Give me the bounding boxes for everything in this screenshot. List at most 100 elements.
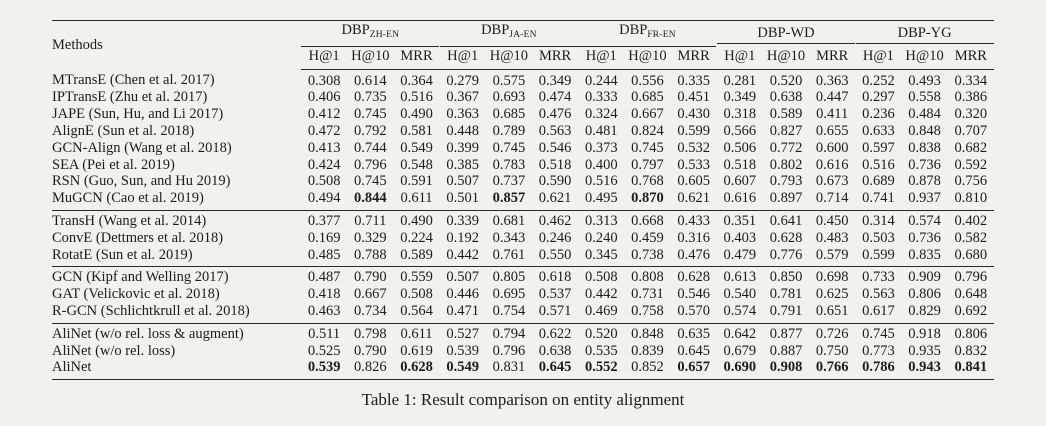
value-cell: 0.403 <box>723 229 757 246</box>
value-cell: 0.756 <box>954 173 988 190</box>
value-cell: 0.711 <box>347 209 394 230</box>
value-cell: 0.399 <box>446 139 480 156</box>
value-cell: 0.668 <box>624 209 671 230</box>
value-cell: 0.622 <box>531 322 579 343</box>
value-cell: 0.738 <box>631 246 664 263</box>
value-cell: 0.772 <box>769 139 803 156</box>
table-row: TransH (Wang et al. 2014) 0.377 0.711 0.490… <box>52 209 994 230</box>
value-cell: 0.690 <box>716 359 763 381</box>
value-cell: 0.781 <box>769 286 803 303</box>
value-cell: 0.549 <box>439 359 486 381</box>
value-cell: 0.377 <box>301 209 348 230</box>
value-cell: 0.236 <box>862 106 895 123</box>
value-cell: 0.412 <box>307 106 341 123</box>
value-cell: 0.878 <box>908 173 941 190</box>
value-cell: 0.546 <box>538 139 572 156</box>
value-cell: 0.754 <box>492 302 526 319</box>
value-cell: 0.563 <box>862 286 895 303</box>
value-cell: 0.520 <box>769 72 803 89</box>
value-cell: 0.638 <box>769 89 803 106</box>
value-cell: 0.474 <box>538 89 572 106</box>
value-cell: 0.832 <box>954 342 988 359</box>
value-cell: 0.758 <box>631 302 664 319</box>
value-cell: 0.224 <box>400 229 433 246</box>
value-cell: 0.516 <box>862 156 895 173</box>
value-cell: 0.527 <box>439 322 486 343</box>
value-cell: 0.808 <box>624 266 671 287</box>
value-cell: 0.349 <box>723 89 757 106</box>
metric-column-header: MRR <box>531 46 579 70</box>
metric-column-header: H@1 <box>301 46 348 70</box>
value-cell: 0.590 <box>538 173 572 190</box>
value-cell: 0.446 <box>446 286 480 303</box>
value-cell: 0.726 <box>809 322 856 343</box>
value-cell: 0.695 <box>492 286 526 303</box>
method-cell: TransH (Wang et al. 2014) <box>52 209 302 230</box>
value-cell: 0.617 <box>862 302 895 319</box>
value-cell: 0.506 <box>723 139 757 156</box>
value-cell: 0.638 <box>538 342 572 359</box>
value-cell: 0.320 <box>954 106 988 123</box>
results-table-wrap: Methods DBPZH-EN DBPJA-EN DBPFR-EN DBP-WD DBP… <box>52 19 994 381</box>
value-cell: 0.611 <box>393 322 440 343</box>
value-cell: 0.848 <box>624 322 671 343</box>
table-row: GCN-Align (Wang et al. 2018) 0.413 0.744 0.… <box>52 140 994 157</box>
value-cell: 0.442 <box>446 246 480 263</box>
table-row: R-GCN (Schlichtkrull et al. 2018) 0.463 0.… <box>52 303 994 323</box>
value-cell: 0.581 <box>400 122 433 139</box>
value-cell: 0.335 <box>677 72 710 89</box>
value-cell: 0.485 <box>307 246 341 263</box>
value-cell: 0.535 <box>584 342 618 359</box>
value-cell: 0.790 <box>347 266 394 287</box>
method-cell: MuGCN (Cao et al. 2019) <box>52 190 204 207</box>
value-cell: 0.667 <box>354 286 387 303</box>
value-cell: 0.793 <box>769 173 803 190</box>
value-cell: 0.318 <box>723 106 757 123</box>
value-cell: 0.790 <box>354 342 387 359</box>
value-cell: 0.628 <box>769 229 803 246</box>
value-cell: 0.479 <box>723 246 757 263</box>
method-cell: GCN (Kipf and Welling 2017) <box>52 266 302 287</box>
value-cell: 0.827 <box>769 122 803 139</box>
value-cell: 0.363 <box>446 106 480 123</box>
table-row: GCN (Kipf and Welling 2017) 0.487 0.790 0.5… <box>52 266 994 287</box>
value-cell: 0.418 <box>307 286 341 303</box>
value-cell: 0.796 <box>354 156 387 173</box>
value-cell: 0.451 <box>677 89 710 106</box>
value-cell: 0.463 <box>307 302 341 319</box>
value-cell: 0.546 <box>677 286 710 303</box>
method-cell: AlignE (Sun et al. 2018) <box>52 122 195 139</box>
value-cell: 0.532 <box>677 139 710 156</box>
value-cell: 0.810 <box>954 190 988 207</box>
value-cell: 0.582 <box>954 229 988 246</box>
value-cell: 0.564 <box>400 302 433 319</box>
value-cell: 0.575 <box>492 72 526 89</box>
value-cell: 0.798 <box>347 322 394 343</box>
value-cell: 0.745 <box>631 139 664 156</box>
value-cell: 0.651 <box>815 302 849 319</box>
value-cell: 0.363 <box>815 72 849 89</box>
results-table: Methods DBPZH-EN DBPJA-EN DBPFR-EN DBP-WD DBP… <box>52 19 994 381</box>
value-cell: 0.333 <box>584 89 618 106</box>
value-cell: 0.750 <box>815 342 849 359</box>
table-caption: Table 1: Result comparison on entity ali… <box>361 390 685 409</box>
table-row: ConvE (Dettmers et al. 2018) 0.169 0.329 0.… <box>52 230 994 247</box>
value-cell: 0.574 <box>723 302 757 319</box>
value-cell: 0.737 <box>492 173 526 190</box>
value-cell: 0.838 <box>908 139 941 156</box>
value-cell: 0.533 <box>677 156 710 173</box>
value-cell: 0.611 <box>400 190 433 207</box>
value-cell: 0.495 <box>584 190 618 207</box>
value-cell: 0.490 <box>400 106 433 123</box>
value-cell: 0.520 <box>578 322 625 343</box>
value-cell: 0.689 <box>862 173 895 190</box>
value-cell: 0.616 <box>815 156 849 173</box>
value-cell: 0.835 <box>908 246 941 263</box>
value-cell: 0.516 <box>584 173 618 190</box>
value-cell: 0.761 <box>492 246 526 263</box>
value-cell: 0.329 <box>354 229 387 246</box>
value-cell: 0.908 <box>762 359 810 381</box>
value-cell: 0.616 <box>723 190 757 207</box>
method-cell: AliNet <box>52 359 302 381</box>
value-cell: 0.657 <box>670 359 717 381</box>
